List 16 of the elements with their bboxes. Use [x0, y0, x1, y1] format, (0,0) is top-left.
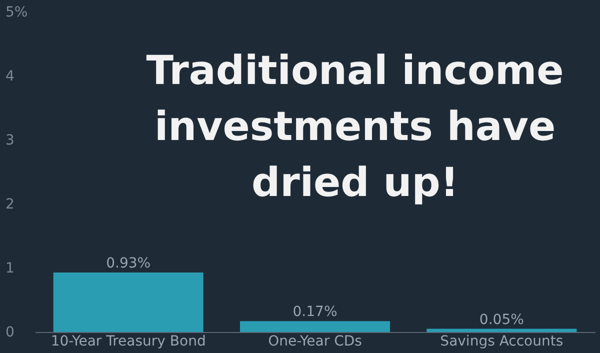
data-label: 0.05% [479, 312, 524, 328]
y-tick-label: 4 [6, 68, 14, 84]
y-tick-label: 3 [6, 132, 14, 148]
x-tick-label: One-Year CDs [268, 334, 362, 350]
y-tick-label: 0 [6, 324, 14, 340]
x-tick-label: Savings Accounts [440, 334, 564, 350]
text: Traditional income investments have dried up! [146, 48, 564, 206]
bar [240, 321, 390, 332]
y-tick-label: 2 [6, 196, 14, 212]
y-tick-label: 5% [6, 4, 28, 20]
x-tick-label: 10-Year Treasury Bond [50, 334, 206, 350]
y-tick-label: 1 [6, 260, 14, 276]
bar [426, 328, 577, 332]
data-label: 0.17% [292, 304, 338, 320]
data-label: 0.93% [106, 255, 151, 272]
bar [53, 272, 204, 332]
